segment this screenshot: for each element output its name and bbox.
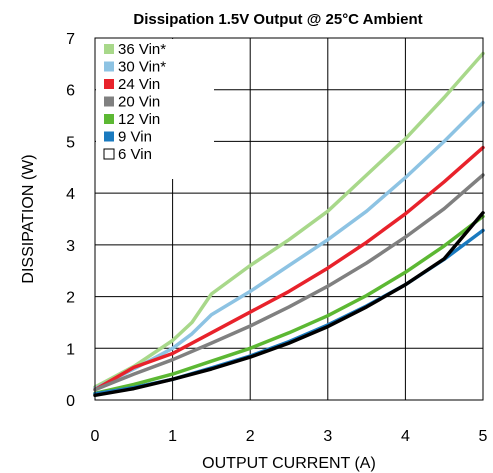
series-line (93, 51, 485, 389)
x-tick-label: 0 (91, 428, 100, 445)
y-axis-title: DISSIPATION (W) (20, 154, 37, 283)
x-tick-label: 3 (323, 428, 332, 445)
legend-swatch (104, 96, 114, 107)
x-tick-label: 1 (168, 428, 177, 445)
series-line (93, 214, 485, 396)
legend-swatch (104, 131, 114, 142)
chart-title: Dissipation 1.5V Output @ 25°C Ambient (133, 11, 422, 28)
series-line (93, 211, 485, 398)
legend-label: 24 Vin (118, 76, 160, 93)
legend-label: 20 Vin (118, 94, 160, 111)
y-tick-label: 5 (66, 134, 75, 151)
y-tick-label: 3 (66, 238, 75, 255)
legend-label: 36 Vin* (118, 41, 166, 58)
legend-background (96, 39, 214, 179)
x-tick-label: 5 (479, 428, 488, 445)
y-tick-label: 7 (66, 31, 75, 48)
legend-swatch (104, 79, 114, 89)
legend-label: 6 Vin (118, 146, 152, 163)
x-tick-label: 2 (246, 428, 255, 445)
series-line (93, 145, 485, 392)
y-tick-label: 6 (66, 83, 75, 100)
legend-label: 9 Vin (118, 129, 152, 146)
legend-swatch (104, 44, 114, 54)
legend-label: 30 Vin* (118, 59, 166, 76)
plot-frame (94, 37, 484, 401)
y-tick-label: 0 (66, 393, 75, 410)
series-line (93, 173, 485, 392)
series-line (93, 100, 485, 391)
legend-swatch (103, 148, 115, 160)
y-tick-label: 1 (66, 341, 75, 358)
legend-swatch (104, 61, 114, 72)
legend-label: 12 Vin (118, 111, 160, 128)
legend-swatch (104, 114, 114, 124)
series-lines (93, 51, 485, 398)
y-tick-label: 4 (66, 186, 75, 203)
x-axis-title: OUTPUT CURRENT (A) (202, 455, 376, 472)
y-tick-labels: 0 1 2 3 4 5 6 7 (66, 31, 75, 410)
y-tick-label: 2 (66, 290, 75, 307)
x-tick-label: 4 (401, 428, 410, 445)
x-tick-labels: 0 1 2 3 4 5 (91, 428, 488, 445)
